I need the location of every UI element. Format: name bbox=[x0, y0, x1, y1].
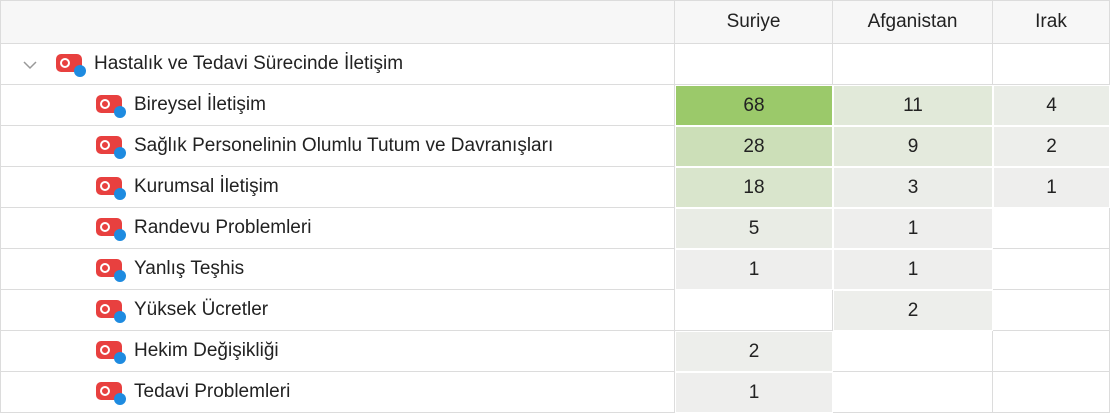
row-label: Kurumsal İletişim bbox=[0, 167, 675, 208]
code-icon bbox=[96, 300, 126, 323]
row-label: Bireysel İletişim bbox=[0, 85, 675, 126]
value-cell: 9 bbox=[833, 126, 993, 167]
value-cell: 18 bbox=[675, 167, 833, 208]
value-cell: 1 bbox=[675, 249, 833, 290]
column-header: Irak bbox=[993, 0, 1110, 44]
value-cell: 11 bbox=[833, 85, 993, 126]
code-icon bbox=[96, 136, 126, 159]
code-icon bbox=[96, 95, 126, 118]
row-label: Randevu Problemleri bbox=[0, 208, 675, 249]
empty-cell bbox=[993, 372, 1110, 413]
column-header: Afganistan bbox=[833, 0, 993, 44]
empty-cell bbox=[833, 331, 993, 372]
value-cell: 1 bbox=[833, 249, 993, 290]
empty-cell bbox=[833, 372, 993, 413]
row-label: Yanlış Teşhis bbox=[0, 249, 675, 290]
header-blank bbox=[0, 0, 675, 44]
code-icon bbox=[96, 259, 126, 282]
empty-cell bbox=[993, 290, 1110, 331]
empty-cell bbox=[993, 44, 1110, 85]
value-cell: 1 bbox=[993, 167, 1110, 208]
value-cell: 1 bbox=[675, 372, 833, 413]
code-icon bbox=[56, 54, 86, 77]
empty-cell bbox=[993, 208, 1110, 249]
expand-chevron[interactable] bbox=[23, 60, 37, 70]
code-icon bbox=[96, 218, 126, 241]
value-cell: 2 bbox=[833, 290, 993, 331]
row-label: Tedavi Problemleri bbox=[0, 372, 675, 413]
value-cell: 3 bbox=[833, 167, 993, 208]
value-cell: 2 bbox=[675, 331, 833, 372]
code-icon bbox=[96, 341, 126, 364]
empty-cell bbox=[675, 290, 833, 331]
group-label: Hastalık ve Tedavi Sürecinde İletişim bbox=[0, 44, 675, 85]
row-label: Hekim Değişikliği bbox=[0, 331, 675, 372]
value-cell: 1 bbox=[833, 208, 993, 249]
empty-cell bbox=[833, 44, 993, 85]
value-cell: 5 bbox=[675, 208, 833, 249]
empty-cell bbox=[993, 249, 1110, 290]
value-cell: 68 bbox=[675, 85, 833, 126]
empty-cell bbox=[993, 331, 1110, 372]
code-icon bbox=[96, 177, 126, 200]
value-cell: 4 bbox=[993, 85, 1110, 126]
row-label: Yüksek Ücretler bbox=[0, 290, 675, 331]
empty-cell bbox=[675, 44, 833, 85]
code-icon bbox=[96, 382, 126, 405]
value-cell: 2 bbox=[993, 126, 1110, 167]
value-cell: 28 bbox=[675, 126, 833, 167]
column-header: Suriye bbox=[675, 0, 833, 44]
row-label: Sağlık Personelinin Olumlu Tutum ve Davr… bbox=[0, 126, 675, 167]
